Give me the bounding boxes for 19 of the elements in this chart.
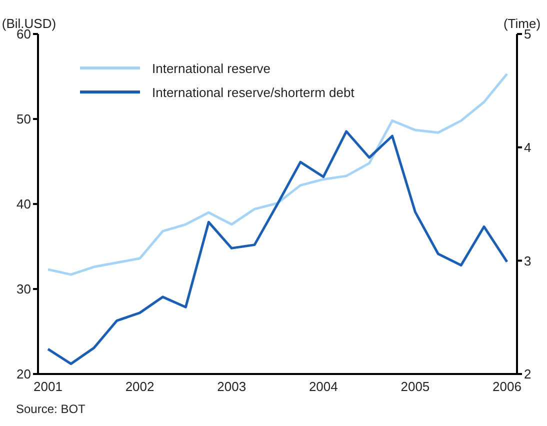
x-tick-label: 2004 [308, 379, 338, 394]
x-tick-label: 2001 [34, 379, 62, 394]
line-series [46, 130, 508, 366]
source-note: Source: BOT [16, 402, 86, 416]
y-axis-title: (Bil.USD) [2, 16, 56, 31]
y2-tick-label: 4 [524, 140, 532, 155]
y2-tick-label: 3 [524, 253, 532, 268]
x-tick-label: 2006 [492, 379, 522, 394]
y2-tick-label: 2 [524, 366, 532, 382]
y-tick-label: 20 [16, 366, 31, 382]
x-tick-label: 2005 [400, 379, 430, 394]
line-series [46, 72, 508, 276]
y-tick-label: 40 [16, 196, 31, 212]
x-tick-label: 2003 [217, 379, 246, 394]
y-tick-label: 30 [16, 282, 31, 297]
legend-label: International reserve [152, 60, 271, 76]
x-tick-label: 2002 [125, 379, 154, 394]
legend-label: International reserve/shorterm debt [152, 84, 354, 100]
y-tick-label: 50 [16, 112, 31, 127]
